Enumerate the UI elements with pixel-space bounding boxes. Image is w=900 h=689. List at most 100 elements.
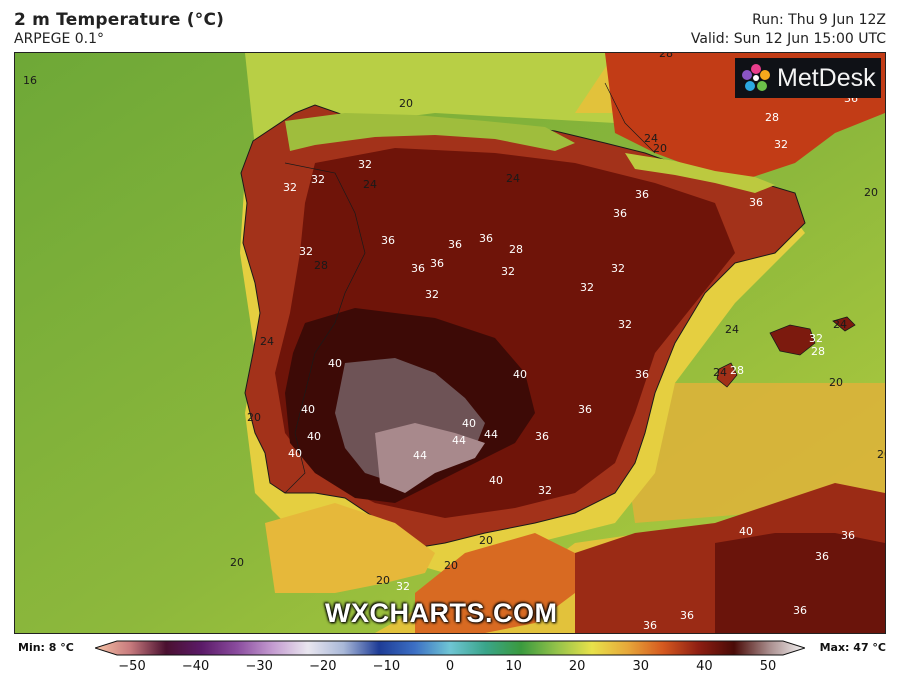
contour-label: 36 [635,368,649,381]
contour-label: 44 [484,428,498,441]
contour-label: 40 [301,403,315,416]
min-value: Min: 8 °C [18,641,74,654]
mallorca [769,324,816,356]
contour-label: 36 [815,550,829,563]
run-time: Run: Thu 9 Jun 12Z [752,12,886,28]
color-scale-tick: −40 [181,659,210,674]
contour-label: 32 [358,158,372,171]
ibiza [716,362,738,388]
portugal-border [284,162,366,494]
contour-label: 20 [653,142,667,155]
temperature-map: 16 20 28 36 28 24 32 20 32 32 32 24 24 36 36 20 36 36 36 36… [14,52,886,634]
color-scale-tick: 40 [696,659,713,674]
contour-label: 20 [444,559,458,572]
contour-label: 36 [578,403,592,416]
chart-title: 2 m Temperature (°C) [14,10,225,30]
france-coast [604,82,656,154]
contour-label: 28 [765,111,779,124]
contour-label: 36 [643,619,657,632]
contour-label: 20 [864,186,878,199]
color-scale-tick: −10 [372,659,401,674]
color-scale-tick: 0 [445,659,455,674]
contour-label: 24 [833,318,847,331]
contour-label: 36 [749,196,763,209]
pyrenees-cool [625,153,775,193]
contour-label: 32 [396,580,410,593]
contour-label: 24 [363,178,377,191]
morocco-north [415,533,575,633]
contour-label: 28 [509,243,523,256]
brand-name: MetDesk [777,63,876,92]
color-scale-bar [95,640,805,656]
contour-label: 32 [538,484,552,497]
contour-label: 20 [479,534,493,547]
contour-label: 36 [793,604,807,617]
color-scale-tick: −50 [118,659,146,674]
color-scale-tick: −20 [309,659,337,674]
color-scale-tick: 30 [632,659,650,674]
contour-label: 32 [501,265,515,278]
algeria-interior [715,533,885,633]
contour-label: 28 [811,345,825,358]
contour-label: 24 [644,132,658,145]
max-value: Max: 47 °C [819,641,886,654]
valid-time: Valid: Sun 12 Jun 15:00 UTC [690,31,886,47]
extreme-zone-peak [375,423,485,493]
model-name: ARPEGE 0.1° [14,31,105,47]
contour-label: 32 [283,181,297,194]
contour-label: 20 [877,448,885,461]
contour-label: 36 [411,262,425,275]
contour-label: 40 [462,417,476,430]
contour-label: 36 [430,257,444,270]
contour-label: 32 [809,332,823,345]
contour-label: 40 [307,430,321,443]
contour-label: 20 [247,411,261,424]
contour-label: 36 [448,238,462,251]
contour-label: 40 [513,368,527,381]
color-scale-tick: 20 [568,659,586,674]
contour-label: 36 [680,609,694,622]
contour-label: 36 [535,430,549,443]
contour-label: 32 [611,262,625,275]
contour-label: 36 [841,529,855,542]
color-scale-tick: 10 [505,659,522,674]
contour-label: 40 [739,525,753,538]
contour-label: 24 [725,323,739,336]
contour-label: 20 [376,574,390,587]
contour-label: 32 [618,318,632,331]
contour-label: 24 [506,172,520,185]
contour-label: 32 [425,288,439,301]
contour-label: 32 [580,281,594,294]
contour-label: 36 [613,207,627,220]
contour-label: 24 [260,335,274,348]
watermark: WXCHARTS.COM [325,598,558,628]
color-scale-tick: −30 [245,659,273,674]
flower-logo-icon [742,64,770,91]
contour-label: 28 [730,364,744,377]
contour-label: 32 [774,138,788,151]
contour-label: 36 [381,234,395,247]
contour-label: 44 [452,434,466,447]
contour-label: 36 [635,188,649,201]
contour-label: 20 [399,97,413,110]
contour-label: 32 [311,173,325,186]
contour-label: 16 [23,74,37,87]
contour-label: 28 [314,259,328,272]
gulf-of-cadiz [265,503,435,593]
contour-label: 28 [659,53,673,60]
menorca [832,316,856,332]
balearic-sea [615,383,885,523]
contour-label: 40 [328,357,342,370]
contour-label: 20 [829,376,843,389]
color-scale-tick: 50 [759,659,777,674]
contour-label: 32 [299,245,313,258]
contour-label: 24 [713,366,727,379]
contour-label: 36 [479,232,493,245]
contour-label: 40 [288,447,302,460]
contour-label: 40 [489,474,503,487]
contour-label: 20 [230,556,244,569]
metdesk-logo: MetDesk [735,58,881,98]
cantabrian-coast [285,113,575,151]
